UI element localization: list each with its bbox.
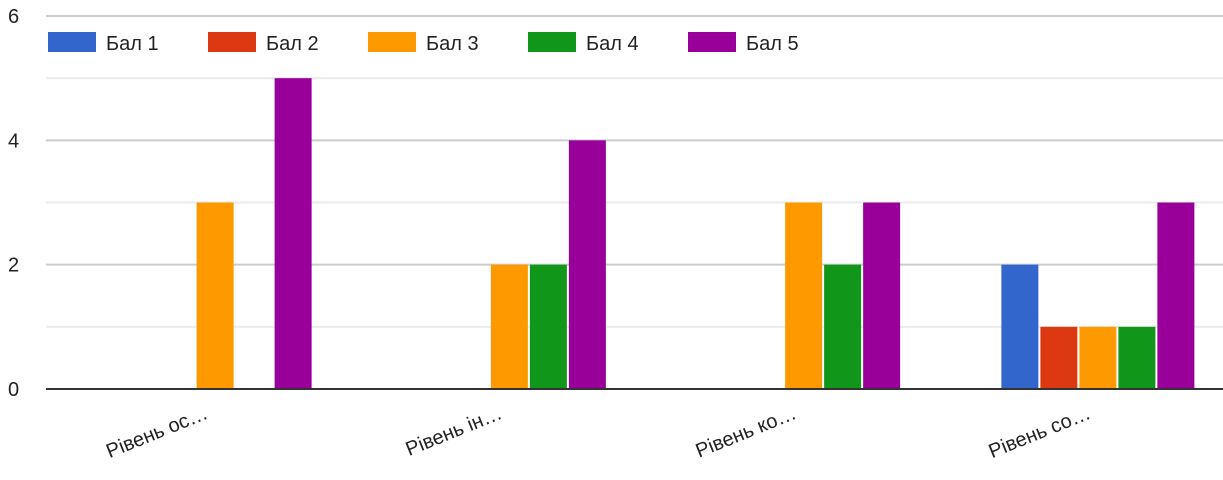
legend-label: Бал 2 — [266, 33, 319, 55]
x-category-label: Рівень ін… — [403, 402, 506, 461]
x-axis-categories: Рівень ос… Рівень ін… Рівень ко… Рівень со… — [103, 402, 1094, 463]
legend-item[interactable]: Бал 4 — [528, 32, 639, 55]
legend-item[interactable]: Бал 1 — [48, 32, 159, 55]
legend-swatch — [208, 32, 256, 52]
x-category-label: Рівень ко… — [693, 402, 800, 462]
bar — [1118, 327, 1155, 389]
bar — [1001, 265, 1038, 389]
legend-swatch — [368, 32, 416, 52]
bar — [824, 265, 861, 389]
bars — [197, 78, 1195, 389]
y-tick-label: 6 — [8, 6, 19, 28]
legend-label: Бал 1 — [106, 33, 159, 55]
bar — [491, 265, 528, 389]
x-category-label: Рівень ос… — [103, 402, 211, 463]
legend: Бал 1 Бал 2 Бал 3 Бал 4 Бал 5 — [48, 32, 799, 55]
bar — [197, 203, 234, 390]
bar — [275, 78, 312, 389]
bar — [1079, 327, 1116, 389]
y-tick-label: 0 — [8, 379, 19, 401]
legend-swatch — [688, 32, 736, 52]
x-category-label: Рівень со… — [986, 402, 1094, 463]
legend-swatch — [528, 32, 576, 52]
legend-swatch — [48, 32, 96, 52]
bar — [785, 203, 822, 390]
bar — [530, 265, 567, 389]
legend-label: Бал 3 — [426, 33, 479, 55]
bar — [1157, 203, 1194, 390]
legend-item[interactable]: Бал 3 — [368, 32, 479, 55]
legend-item[interactable]: Бал 2 — [208, 32, 319, 55]
y-tick-label: 4 — [8, 130, 19, 152]
legend-label: Бал 4 — [586, 33, 639, 55]
bar — [863, 203, 900, 390]
bar — [1040, 327, 1077, 389]
y-tick-label: 2 — [8, 255, 19, 277]
legend-label: Бал 5 — [746, 33, 799, 55]
bar — [569, 140, 606, 389]
y-axis-ticks: 0 2 4 6 — [8, 6, 19, 401]
legend-item[interactable]: Бал 5 — [688, 32, 799, 55]
